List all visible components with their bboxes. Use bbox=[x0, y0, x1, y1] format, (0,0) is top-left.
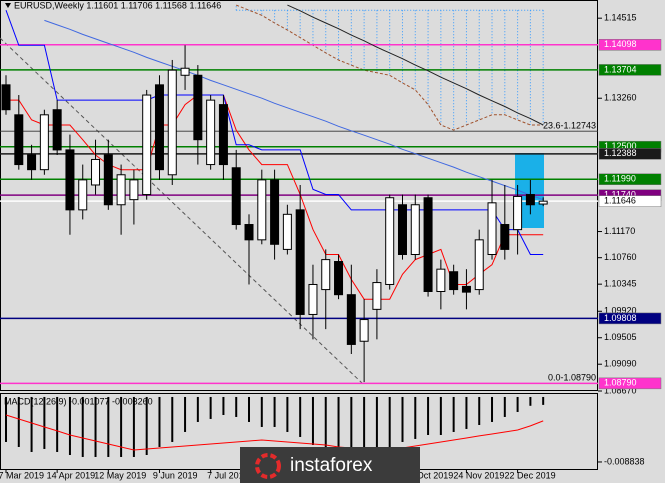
candle-body bbox=[91, 158, 101, 186]
y-tick-label: 1.13260 bbox=[604, 93, 637, 103]
watermark-logo: instaforex bbox=[240, 447, 420, 483]
candle-body bbox=[142, 94, 152, 196]
x-tick-label: 17 Mar 2019 bbox=[0, 470, 44, 480]
y-tick-label: -0.008838 bbox=[604, 456, 645, 466]
candle-body bbox=[346, 294, 356, 345]
candle-body bbox=[116, 174, 126, 206]
indicator-line bbox=[5, 10, 544, 255]
level-label: 1.14098 bbox=[604, 39, 637, 49]
candle-body bbox=[39, 114, 49, 171]
candle-body bbox=[410, 204, 420, 256]
chart-title: EURUSD,Weekly 1.11601 1.11706 1.11568 1.… bbox=[14, 0, 221, 10]
indicator-line bbox=[287, 4, 544, 126]
x-tick-label: 22 Dec 2019 bbox=[505, 470, 556, 480]
level-label-box bbox=[598, 195, 662, 207]
y-tick-label: 1.09505 bbox=[604, 332, 637, 342]
candle-body bbox=[334, 261, 344, 296]
indicator-line bbox=[44, 19, 544, 201]
candle-body bbox=[449, 271, 459, 291]
candle-body bbox=[218, 104, 228, 166]
level-label-box bbox=[598, 173, 662, 185]
candle-body bbox=[461, 285, 471, 293]
candle-body bbox=[525, 194, 535, 206]
plot-area: 23.6-1.12743 0.0-1.08790 1.14515 1.13260 1.1… bbox=[0, 4, 662, 480]
fib-label: 23.6-1.12743 bbox=[543, 121, 596, 131]
candle-body bbox=[244, 224, 254, 241]
level-label: 1.11646 bbox=[604, 196, 636, 206]
level-label: 1.13704 bbox=[604, 64, 637, 74]
y-tick-label: 1.10345 bbox=[604, 279, 637, 289]
candle-body bbox=[52, 109, 62, 151]
y-tick-label: 1.09090 bbox=[604, 359, 637, 369]
level-label: 1.11740 bbox=[604, 190, 636, 200]
x-tick-label: 7 Jul 2019 bbox=[207, 470, 249, 480]
y-tick-label: 1.10760 bbox=[604, 252, 637, 262]
x-tick-label: 14 Apr 2019 bbox=[47, 470, 96, 480]
candle-body bbox=[78, 179, 88, 211]
x-tick-label: Oct 2019 bbox=[417, 470, 454, 480]
y-tick-label: 1.08670 bbox=[604, 385, 637, 395]
level-label: 1.08790 bbox=[604, 378, 637, 388]
candle-body bbox=[282, 213, 292, 250]
candle-body bbox=[308, 283, 318, 315]
level-label-box bbox=[598, 148, 662, 160]
cloud-lower bbox=[236, 4, 544, 131]
candle-body bbox=[500, 224, 510, 250]
candle-body bbox=[27, 154, 37, 171]
level-label: 1.12388 bbox=[604, 148, 637, 158]
level-label-box bbox=[598, 39, 662, 51]
candle-body bbox=[14, 114, 24, 166]
candle-body bbox=[167, 69, 177, 176]
candle-body bbox=[513, 195, 523, 231]
y-tick-label: 1.14515 bbox=[604, 13, 637, 23]
fib-label: 0.0-1.08790 bbox=[548, 373, 596, 383]
watermark-text: instaforex bbox=[290, 455, 373, 476]
candle-body bbox=[538, 200, 548, 205]
title-icon bbox=[5, 3, 11, 8]
candle-body bbox=[423, 197, 433, 292]
candle-body bbox=[436, 268, 446, 292]
signal-line bbox=[5, 414, 544, 451]
candle-body bbox=[103, 154, 113, 206]
level-label: 1.11990 bbox=[604, 174, 636, 184]
candle-body bbox=[487, 202, 497, 256]
level-label: 1.09808 bbox=[604, 313, 637, 323]
level-label-box bbox=[598, 312, 662, 325]
watermark-icon bbox=[255, 453, 281, 479]
candle-body bbox=[397, 204, 407, 256]
y-tick-label: 1.11170 bbox=[604, 226, 635, 236]
level-label: 1.12500 bbox=[604, 141, 637, 151]
candle-body bbox=[206, 99, 216, 166]
x-tick-label: 12 May 2019 bbox=[94, 470, 146, 480]
candle-body bbox=[257, 179, 267, 241]
x-tick-label: 9 Jun 2019 bbox=[153, 470, 198, 480]
candle-body bbox=[372, 282, 382, 310]
trend-line bbox=[0, 37, 363, 384]
candle-body bbox=[65, 149, 75, 211]
watermark-box bbox=[240, 447, 420, 483]
macd-title: MACD(12,26,9) -0.001077 -0.003260 bbox=[4, 396, 153, 406]
candle-body bbox=[321, 259, 331, 291]
candle-body bbox=[1, 84, 11, 111]
level-label-box bbox=[598, 377, 662, 390]
candle-body bbox=[474, 239, 484, 291]
x-tick-label: 24 Nov 2019 bbox=[453, 470, 504, 480]
candle-body bbox=[193, 74, 203, 141]
candle-body bbox=[231, 167, 241, 226]
candle-body bbox=[385, 197, 395, 285]
candle-body bbox=[129, 179, 139, 201]
candle-body bbox=[359, 319, 369, 342]
candle-body bbox=[154, 84, 164, 171]
candle-body bbox=[180, 67, 190, 76]
candle-body bbox=[270, 179, 280, 245]
level-label-box bbox=[598, 64, 662, 76]
y-tick-label: 1.09920 bbox=[604, 306, 637, 316]
candle-body bbox=[295, 209, 305, 315]
